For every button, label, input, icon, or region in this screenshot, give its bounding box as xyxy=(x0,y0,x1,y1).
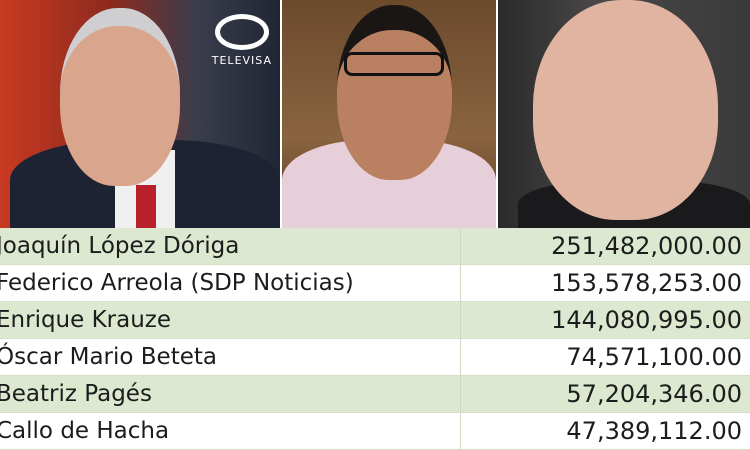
amount-cell: 251,482,000.00 xyxy=(551,232,742,260)
table-row: Federico Arreola (SDP Noticias) 153,578,2… xyxy=(0,265,750,302)
table-row: Beatriz Pagés 57,204,346.00 xyxy=(0,376,750,413)
amount-cell: 47,389,112.00 xyxy=(566,417,742,445)
name-cell: Óscar Mario Beteta xyxy=(0,339,461,375)
name-cell: Joaquín López Dóriga xyxy=(0,228,461,264)
photo-collage: TELEVISA xyxy=(0,0,750,228)
amount-cell: 144,080,995.00 xyxy=(551,306,742,334)
photo-left: TELEVISA xyxy=(0,0,280,228)
photo-right xyxy=(498,0,750,228)
name-cell: Enrique Krauze xyxy=(0,302,461,338)
televisa-logo: TELEVISA xyxy=(212,14,272,67)
table-row: Joaquín López Dóriga 251,482,000.00 xyxy=(0,228,750,265)
table-row: Callo de Hacha 47,389,112.00 xyxy=(0,413,750,450)
name-cell: Callo de Hacha xyxy=(0,413,461,449)
payments-table: Joaquín López Dóriga 251,482,000.00 Feder… xyxy=(0,228,750,450)
amount-cell: 57,204,346.00 xyxy=(566,380,742,408)
amount-cell: 74,571,100.00 xyxy=(566,343,742,371)
amount-cell: 153,578,253.00 xyxy=(551,269,742,297)
table-row: Óscar Mario Beteta 74,571,100.00 xyxy=(0,339,750,376)
name-cell: Beatriz Pagés xyxy=(0,376,461,412)
photo-center xyxy=(282,0,496,228)
table-row: Enrique Krauze 144,080,995.00 xyxy=(0,302,750,339)
name-cell: Federico Arreola (SDP Noticias) xyxy=(0,265,461,301)
logo-text: TELEVISA xyxy=(211,54,272,67)
